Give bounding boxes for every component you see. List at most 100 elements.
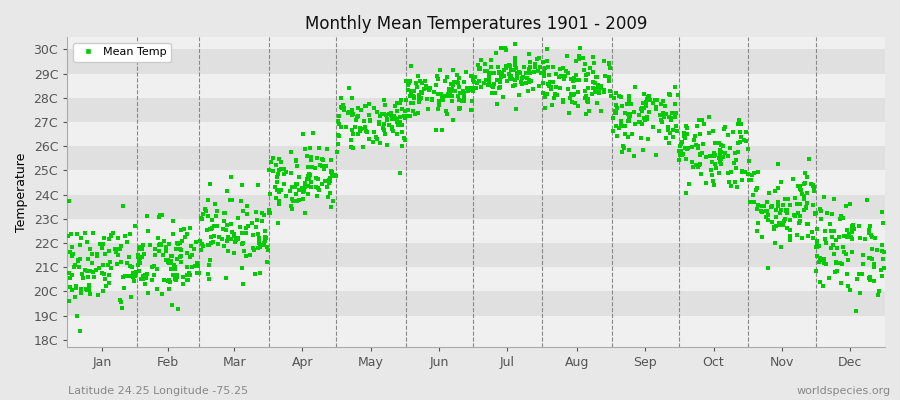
- Point: [747, 170, 761, 176]
- Point: [378, 131, 392, 138]
- Point: [853, 290, 868, 296]
- Point: [825, 242, 840, 248]
- Point: [749, 187, 763, 194]
- Point: [621, 110, 635, 117]
- Point: [635, 121, 650, 127]
- Point: [178, 234, 193, 240]
- Point: [620, 118, 634, 124]
- Point: [571, 103, 585, 110]
- Point: [263, 210, 277, 216]
- Point: [768, 188, 782, 195]
- Point: [430, 73, 445, 80]
- Point: [783, 237, 797, 244]
- Point: [67, 264, 81, 270]
- Point: [207, 222, 221, 229]
- Point: [235, 182, 249, 188]
- Point: [842, 230, 857, 237]
- Y-axis label: Temperature: Temperature: [15, 152, 28, 232]
- Point: [836, 244, 850, 251]
- Point: [864, 256, 878, 262]
- Point: [493, 84, 508, 90]
- Point: [812, 242, 826, 249]
- Point: [508, 65, 523, 71]
- Point: [609, 108, 624, 114]
- Point: [96, 271, 111, 277]
- Point: [441, 91, 455, 98]
- Point: [311, 176, 326, 182]
- Point: [233, 198, 248, 204]
- Point: [103, 259, 117, 265]
- Point: [305, 164, 320, 170]
- Point: [674, 141, 688, 147]
- Point: [285, 196, 300, 202]
- Point: [295, 185, 310, 191]
- Point: [118, 233, 132, 240]
- Point: [104, 232, 118, 238]
- Point: [542, 72, 556, 78]
- Point: [138, 281, 152, 288]
- Point: [412, 92, 427, 98]
- Point: [444, 80, 458, 87]
- Point: [665, 126, 680, 133]
- Point: [372, 119, 386, 125]
- Point: [507, 67, 521, 73]
- Point: [488, 90, 502, 96]
- Point: [622, 147, 636, 154]
- Point: [608, 90, 623, 96]
- Point: [266, 168, 280, 174]
- Point: [832, 234, 846, 241]
- Point: [392, 169, 407, 176]
- Point: [484, 82, 499, 89]
- Point: [657, 114, 671, 120]
- Point: [80, 268, 94, 274]
- Point: [344, 137, 358, 143]
- Point: [385, 124, 400, 130]
- Point: [121, 260, 135, 266]
- Point: [798, 205, 813, 211]
- Point: [875, 242, 889, 248]
- Point: [383, 112, 398, 118]
- Point: [487, 69, 501, 76]
- Point: [810, 226, 824, 232]
- Point: [680, 156, 694, 163]
- Point: [793, 186, 807, 192]
- Point: [805, 229, 819, 235]
- Point: [442, 87, 456, 94]
- Point: [608, 108, 623, 114]
- Point: [481, 68, 495, 74]
- Point: [732, 140, 746, 146]
- Point: [192, 270, 206, 276]
- Point: [705, 159, 719, 165]
- Point: [754, 208, 769, 215]
- Point: [229, 235, 243, 241]
- Point: [286, 197, 301, 204]
- Point: [841, 227, 855, 233]
- Point: [322, 177, 337, 183]
- Point: [535, 70, 549, 77]
- Point: [780, 225, 795, 232]
- Point: [109, 249, 123, 256]
- Point: [685, 143, 699, 150]
- Point: [262, 210, 276, 216]
- Point: [163, 279, 177, 285]
- Point: [258, 238, 273, 245]
- Point: [390, 131, 404, 137]
- Point: [118, 272, 132, 279]
- Point: [354, 107, 368, 114]
- Point: [176, 281, 190, 287]
- Point: [800, 174, 814, 180]
- Point: [773, 210, 788, 216]
- Point: [706, 128, 720, 134]
- Point: [808, 210, 823, 216]
- Point: [223, 236, 238, 242]
- Point: [74, 290, 88, 296]
- Point: [344, 144, 358, 150]
- Point: [169, 240, 184, 246]
- Point: [598, 89, 612, 95]
- Point: [841, 234, 855, 240]
- Point: [136, 276, 150, 282]
- Point: [844, 234, 859, 240]
- Point: [624, 101, 638, 108]
- Point: [791, 182, 806, 189]
- Point: [209, 213, 223, 219]
